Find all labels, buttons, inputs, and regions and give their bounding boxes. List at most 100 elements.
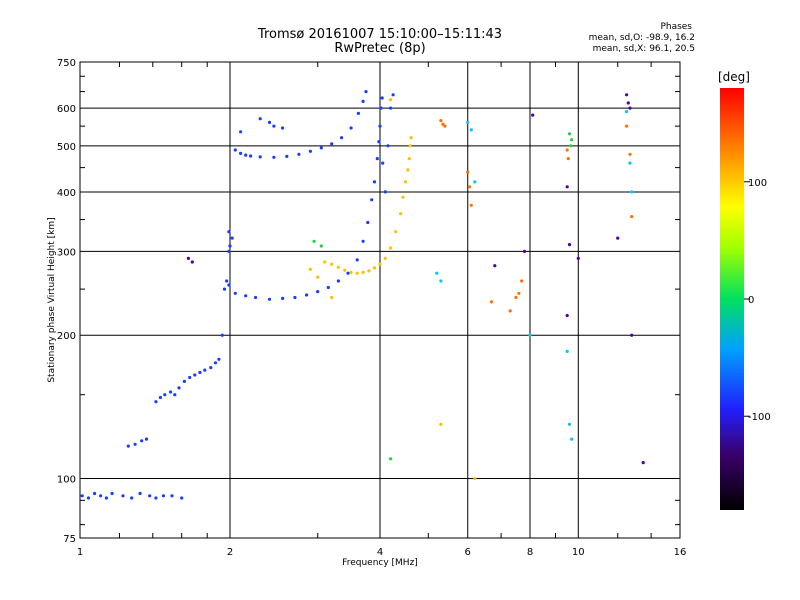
data-point	[209, 366, 213, 370]
data-point	[386, 144, 390, 148]
data-point	[258, 117, 262, 121]
data-point	[340, 136, 344, 140]
data-point	[121, 494, 125, 498]
data-point	[330, 142, 334, 146]
y-tick-label: 400	[57, 188, 76, 199]
data-point	[198, 370, 202, 375]
data-point	[253, 295, 258, 300]
data-point	[361, 270, 365, 274]
data-point	[566, 157, 570, 161]
data-point	[163, 393, 167, 397]
y-tick-label: 600	[57, 104, 76, 115]
data-point	[319, 146, 323, 150]
data-point	[389, 98, 393, 102]
data-point	[628, 161, 632, 165]
data-point	[293, 295, 297, 300]
data-point	[466, 120, 470, 124]
data-point	[140, 439, 144, 443]
data-point	[312, 239, 316, 243]
data-point	[628, 152, 632, 156]
data-point	[225, 279, 229, 283]
data-point	[522, 249, 527, 253]
colorbar-unit-label: [deg]	[718, 70, 750, 84]
data-point	[227, 249, 231, 253]
data-point	[361, 99, 365, 103]
data-point	[531, 113, 535, 117]
data-point	[281, 296, 285, 300]
data-point	[383, 190, 387, 194]
data-point	[381, 161, 385, 165]
data-point	[323, 260, 327, 264]
data-point	[177, 386, 181, 390]
data-point	[272, 155, 276, 159]
y-tick-label: 300	[57, 247, 76, 258]
y-tick-label: 100	[57, 475, 76, 486]
data-point	[389, 246, 393, 250]
data-point	[227, 230, 231, 234]
data-point	[389, 457, 393, 461]
data-point	[367, 269, 371, 273]
data-point	[154, 496, 158, 500]
x-tick-label: 2	[227, 547, 233, 558]
data-point	[407, 157, 411, 161]
data-point	[239, 151, 243, 155]
data-point	[520, 279, 524, 283]
x-tick-label: 6	[465, 547, 471, 558]
x-tick-label: 8	[527, 547, 533, 558]
data-point	[148, 494, 152, 498]
data-point	[493, 264, 497, 268]
axis-ticks: 1 2 4 6 8 10 16 75 100 200 300 400 500 600 750	[57, 58, 686, 558]
data-point	[230, 236, 234, 240]
data-point	[110, 491, 114, 496]
data-point	[383, 256, 387, 260]
data-point	[244, 153, 248, 157]
data-point	[343, 268, 347, 272]
data-point	[466, 170, 470, 174]
data-point	[193, 373, 197, 377]
data-point	[93, 491, 97, 496]
data-point	[228, 244, 232, 248]
data-point	[391, 93, 395, 97]
data-point	[517, 291, 521, 295]
data-point	[508, 309, 512, 313]
data-point	[375, 157, 379, 161]
data-point	[349, 126, 353, 130]
data-point	[408, 144, 412, 148]
data-point	[308, 149, 312, 153]
data-point	[158, 395, 162, 400]
data-point	[244, 294, 248, 298]
chart-title: Tromsø 20161007 15:10:00–15:11:43	[257, 27, 503, 42]
data-point	[439, 422, 443, 426]
data-point	[233, 148, 237, 152]
data-point	[403, 180, 408, 184]
data-point	[570, 138, 574, 142]
data-point	[641, 461, 645, 465]
phase-legend-x-mode: mean, sd,X: 96.1, 20.5	[592, 44, 695, 54]
data-point	[625, 110, 629, 114]
data-point	[435, 271, 439, 275]
data-point	[355, 271, 359, 275]
data-point	[86, 496, 91, 500]
data-point	[355, 258, 359, 262]
data-point	[190, 260, 194, 264]
data-point	[467, 185, 472, 189]
data-points	[80, 90, 645, 500]
data-point	[267, 120, 272, 124]
data-point	[473, 476, 477, 481]
data-point	[567, 243, 572, 247]
data-point	[469, 203, 473, 207]
data-point	[330, 295, 334, 300]
data-point	[626, 101, 630, 105]
data-point	[308, 267, 312, 271]
data-point	[490, 300, 494, 304]
x-tick-label: 16	[674, 547, 687, 558]
data-point	[628, 106, 632, 110]
data-point	[576, 256, 580, 260]
data-point	[267, 297, 272, 301]
data-point	[401, 195, 405, 199]
data-point	[336, 265, 340, 269]
data-point	[389, 106, 393, 110]
data-point	[379, 106, 383, 110]
data-point	[439, 119, 443, 123]
